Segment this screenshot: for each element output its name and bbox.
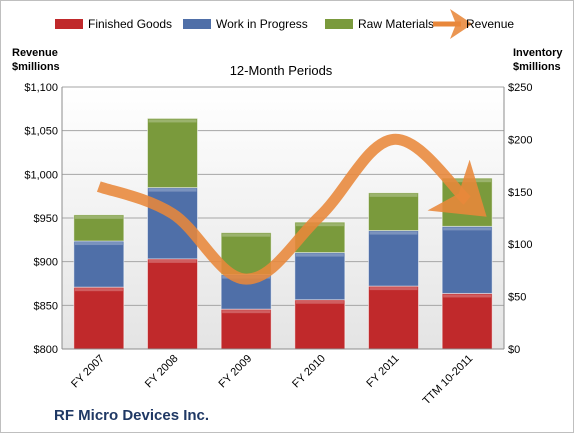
bars [73,117,493,350]
legend-swatch [55,19,83,29]
bar-highlight [369,231,418,235]
bar-highlight [369,287,418,291]
revenue-line [96,133,487,285]
bar-highlight [148,119,197,123]
legend-swatch [183,19,211,29]
bar-highlight [222,233,271,237]
left-tick-label: $950 [34,213,58,225]
legend-label: Revenue [466,17,514,31]
legend-label: Finished Goods [88,17,172,31]
bar-segment [73,214,125,242]
bar-segment [147,117,198,189]
left-tick-label: $1,050 [24,126,58,138]
x-tick-label: FY 2010 [290,353,328,391]
bar-highlight [295,300,344,304]
legend-label: Work in Progress [216,17,308,31]
right-tick-label: $50 [508,292,526,304]
left-tick-label: $800 [34,344,58,356]
right-tick-label: $150 [508,187,532,199]
left-axis-title-line1: Revenue [12,47,58,59]
bar-segment [294,252,346,301]
bar-segment [73,286,125,350]
bar-segment [368,285,419,350]
bar-segment [441,225,493,294]
bar-segment [73,240,125,288]
chart-subtitle: 12-Month Periods [230,63,333,78]
bar-segment [368,192,419,232]
legend-label: Raw Materials [358,17,434,31]
left-tick-label: $1,100 [24,82,58,94]
right-axis-title-line1: Inventory [513,47,563,59]
left-tick-label: $900 [34,257,58,269]
bar-highlight [74,288,123,292]
legend-swatch [325,19,353,29]
left-tick-label: $1,000 [24,169,58,181]
right-tick-label: $250 [508,82,532,94]
x-tick-label: FY 2011 [364,353,401,390]
bar-segment [294,299,346,350]
company-name: RF Micro Devices Inc. [54,407,209,424]
x-tick-label: TTM 10-2011 [421,353,476,408]
bar-highlight [295,253,344,257]
right-tick-label: $200 [508,134,532,146]
right-tick-label: $0 [508,344,520,356]
legend: Finished Goods Work in Progress Raw Materi… [55,9,514,39]
bar-highlight [222,310,271,314]
bar-segment [368,230,419,287]
bar-highlight [443,294,492,298]
bar-highlight [443,227,492,231]
bar-segment [147,258,198,350]
x-tick-label: FY 2007 [69,353,107,391]
bar-segment [441,292,493,350]
x-tick-label: FY 2009 [217,353,255,391]
bar-highlight [74,215,123,219]
right-tick-label: $100 [508,239,532,251]
left-tick-label: $850 [34,300,58,312]
right-axis-title-line2: $millions [513,61,561,73]
revenue-series-line [96,133,487,285]
bar-highlight [295,223,344,227]
bar-highlight [148,188,197,192]
left-axis-title-line2: $millions [12,61,60,73]
bar-highlight [148,259,197,263]
x-tick-label: FY 2008 [143,353,181,391]
bar-highlight [369,193,418,197]
bar-highlight [74,242,123,246]
bar-segment [220,308,272,350]
